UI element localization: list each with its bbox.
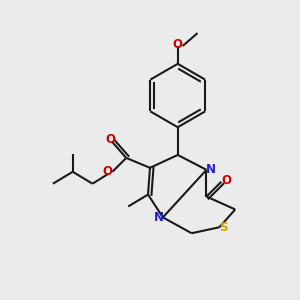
Text: N: N — [154, 211, 164, 224]
Text: O: O — [221, 174, 231, 187]
Text: S: S — [219, 221, 228, 234]
Text: O: O — [105, 133, 116, 146]
Text: O: O — [173, 38, 183, 52]
Text: O: O — [102, 165, 112, 178]
Text: N: N — [206, 163, 215, 176]
